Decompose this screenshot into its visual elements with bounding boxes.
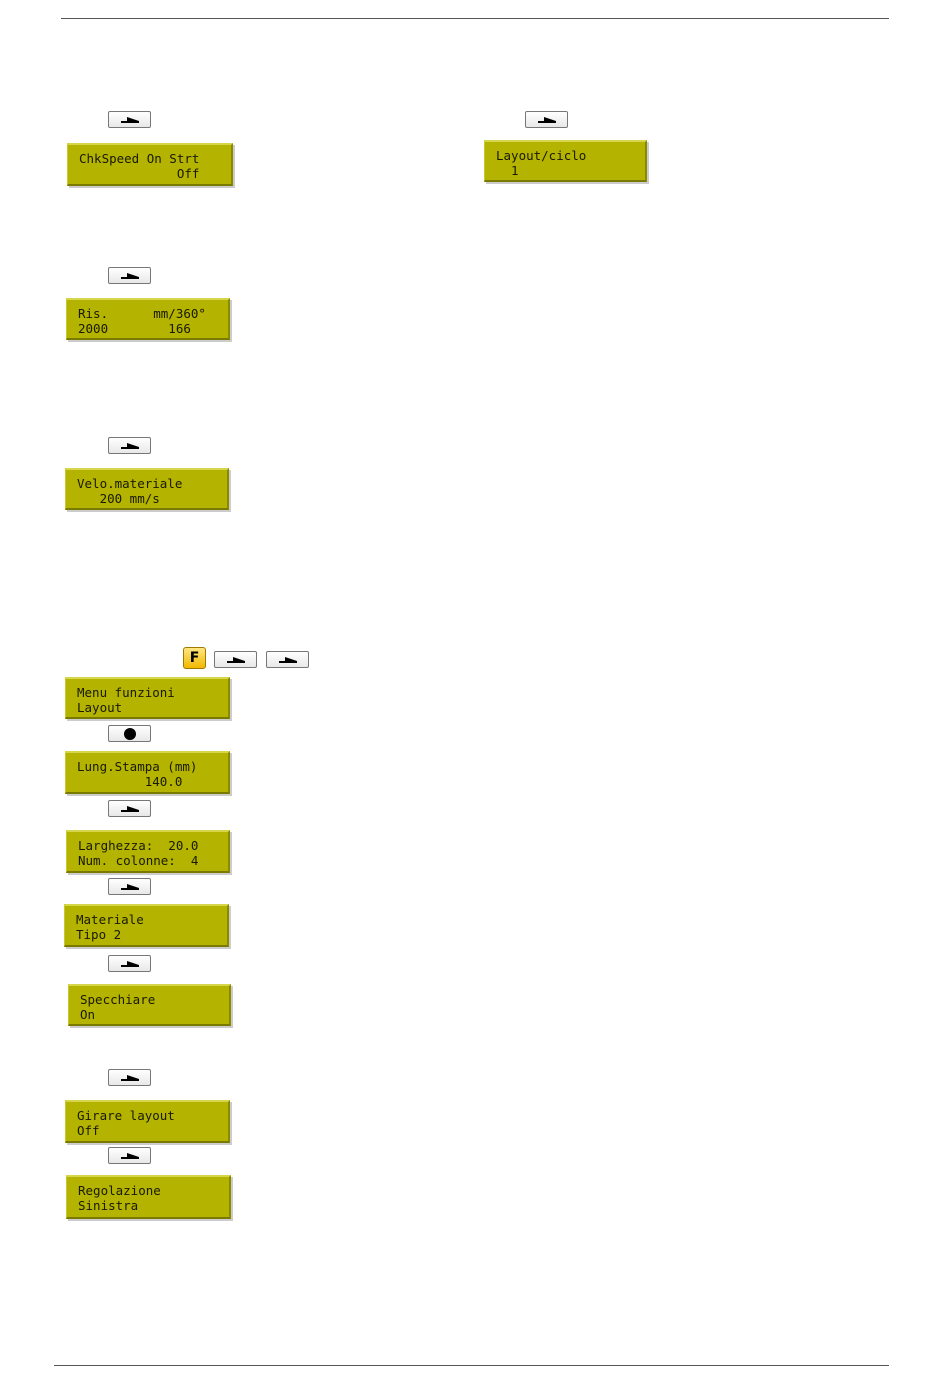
arrow-key-button[interactable] <box>108 1069 151 1086</box>
lcd-line: Tipo 2 <box>76 927 122 942</box>
right-arrow-icon <box>120 116 139 123</box>
lcd-display-materiale: Materiale Tipo 2 <box>64 904 229 947</box>
lcd-display-chkspeed: ChkSpeed On Strt Off <box>67 143 233 186</box>
lcd-line: Layout/ciclo <box>496 148 587 163</box>
bottom-rule <box>54 1365 889 1366</box>
lcd-display-larghezza: Larghezza: 20.0 Num. colonne: 4 <box>66 830 230 873</box>
arrow-key-button[interactable] <box>108 1147 151 1164</box>
lcd-line: Layout <box>77 700 123 715</box>
lcd-line: Velo.materiale <box>77 476 183 491</box>
lcd-line: Sinistra <box>78 1198 139 1213</box>
lcd-line: Ris. mm/360° <box>78 306 206 321</box>
lcd-line: 140.0 <box>77 774 183 789</box>
right-arrow-icon <box>120 272 139 279</box>
arrow-key-button[interactable] <box>108 111 151 128</box>
lcd-display-regolazione: Regolazione Sinistra <box>66 1175 231 1219</box>
arrow-key-button[interactable] <box>108 955 151 972</box>
lcd-display-lung-stampa: Lung.Stampa (mm) 140.0 <box>65 751 230 794</box>
lcd-line: 1 <box>496 163 519 178</box>
lcd-line: Larghezza: 20.0 <box>78 838 199 853</box>
lcd-display-velo: Velo.materiale 200 mm/s <box>65 468 229 510</box>
lcd-line: 2000 166 <box>78 321 191 336</box>
right-arrow-icon <box>120 883 139 890</box>
lcd-display-specchiare: Specchiare On <box>68 984 231 1026</box>
arrow-key-button[interactable] <box>214 651 257 668</box>
arrow-key-button[interactable] <box>525 111 568 128</box>
right-arrow-icon <box>537 116 556 123</box>
arrow-key-button[interactable] <box>266 651 309 668</box>
lcd-display-ris: Ris. mm/360° 2000 166 <box>66 298 230 340</box>
arrow-key-button[interactable] <box>108 800 151 817</box>
arrow-key-button[interactable] <box>108 267 151 284</box>
lcd-line: Menu funzioni <box>77 685 175 700</box>
lcd-line: Materiale <box>76 912 144 927</box>
right-arrow-icon <box>120 442 139 449</box>
lcd-line: Num. colonne: 4 <box>78 853 199 868</box>
arrow-key-button[interactable] <box>108 878 151 895</box>
lcd-line: Specchiare <box>80 992 156 1007</box>
right-arrow-icon <box>120 1074 139 1081</box>
arrow-key-button[interactable] <box>108 437 151 454</box>
lcd-line: Off <box>79 166 200 181</box>
lcd-line: Off <box>77 1123 100 1138</box>
right-arrow-icon <box>120 805 139 812</box>
lcd-line: Girare layout <box>77 1108 175 1123</box>
lcd-display-girare-layout: Girare layout Off <box>65 1100 230 1143</box>
lcd-line: Regolazione <box>78 1183 161 1198</box>
lcd-line: ChkSpeed On Strt <box>79 151 200 166</box>
lcd-display-menu: Menu funzioni Layout <box>65 677 230 719</box>
lcd-line: 200 mm/s <box>77 491 160 506</box>
right-arrow-icon <box>278 656 297 663</box>
dot-icon <box>123 727 136 740</box>
lcd-display-layout-ciclo: Layout/ciclo 1 <box>484 140 647 182</box>
right-arrow-icon <box>120 960 139 967</box>
top-rule <box>61 18 889 19</box>
right-arrow-icon <box>120 1152 139 1159</box>
right-arrow-icon <box>226 656 245 663</box>
f-key-button[interactable]: F <box>183 647 206 669</box>
lcd-line: Lung.Stampa (mm) <box>77 759 198 774</box>
enter-key-button[interactable] <box>108 725 151 742</box>
lcd-line: On <box>80 1007 96 1022</box>
